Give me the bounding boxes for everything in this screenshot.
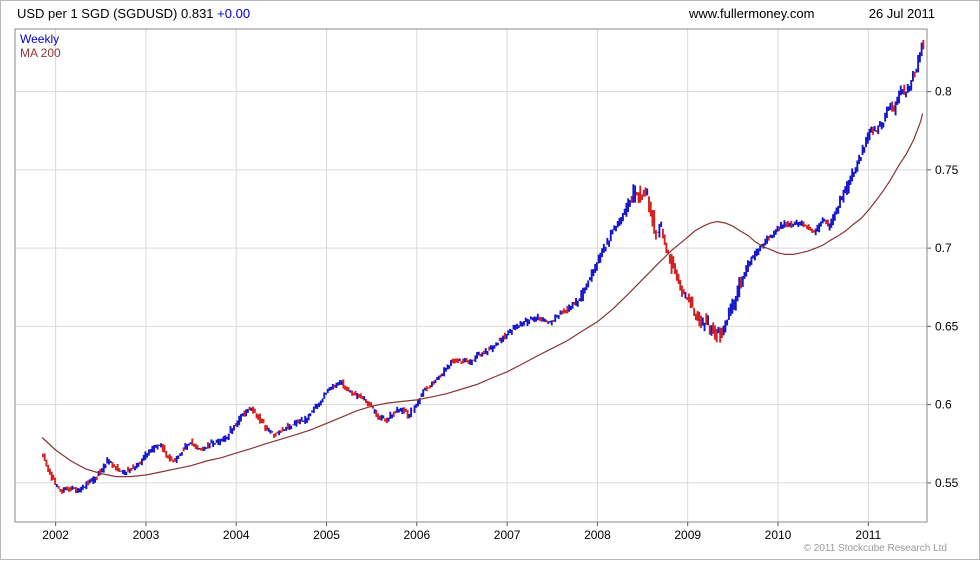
price-change: +0.00 bbox=[217, 6, 251, 21]
last-price: 0.831 bbox=[181, 6, 214, 21]
y-tick-label: 0.8 bbox=[935, 85, 952, 99]
x-tick-label: 2007 bbox=[494, 528, 521, 542]
copyright-notice: © 2011 Stockcube Research Ltd bbox=[803, 543, 947, 554]
chart-area: 0.55 0.6 0.65 0.7 0.75 0.8 2002 2003 2004 2005 200… bbox=[1, 28, 980, 561]
plot-background bbox=[15, 29, 927, 522]
chart-date: 26 Jul 2011 bbox=[868, 6, 935, 21]
website-link[interactable]: www.fullermoney.com bbox=[689, 6, 815, 21]
x-tick-label: 2010 bbox=[765, 528, 792, 542]
ma200-line bbox=[41, 113, 924, 478]
instrument-title: USD per 1 SGD (SGDUSD) 0.831 +0.00 bbox=[17, 6, 250, 21]
x-tick-label: 2002 bbox=[42, 528, 69, 542]
plot-border bbox=[14, 28, 928, 523]
y-tick-label: 0.75 bbox=[935, 163, 959, 177]
y-tick-label: 0.65 bbox=[935, 319, 959, 333]
chart-header: USD per 1 SGD (SGDUSD) 0.831 +0.00 www.f… bbox=[1, 1, 979, 27]
price-chart-svg: 0.55 0.6 0.65 0.7 0.75 0.8 2002 2003 2004 2005 200… bbox=[14, 28, 959, 542]
y-tick-label: 0.55 bbox=[935, 476, 959, 490]
x-tick-label: 2009 bbox=[674, 528, 701, 542]
y-tick-label: 0.6 bbox=[935, 398, 952, 412]
instrument-name: USD per 1 SGD (SGDUSD) bbox=[17, 6, 178, 21]
y-tick-label: 0.7 bbox=[935, 241, 952, 255]
x-tick-label: 2011 bbox=[855, 528, 881, 542]
x-tick-label: 2006 bbox=[403, 528, 430, 542]
x-tick-label: 2003 bbox=[133, 528, 160, 542]
x-tick-label: 2005 bbox=[313, 528, 340, 542]
x-tick-label: 2004 bbox=[223, 528, 250, 542]
x-tick-label: 2008 bbox=[584, 528, 611, 542]
